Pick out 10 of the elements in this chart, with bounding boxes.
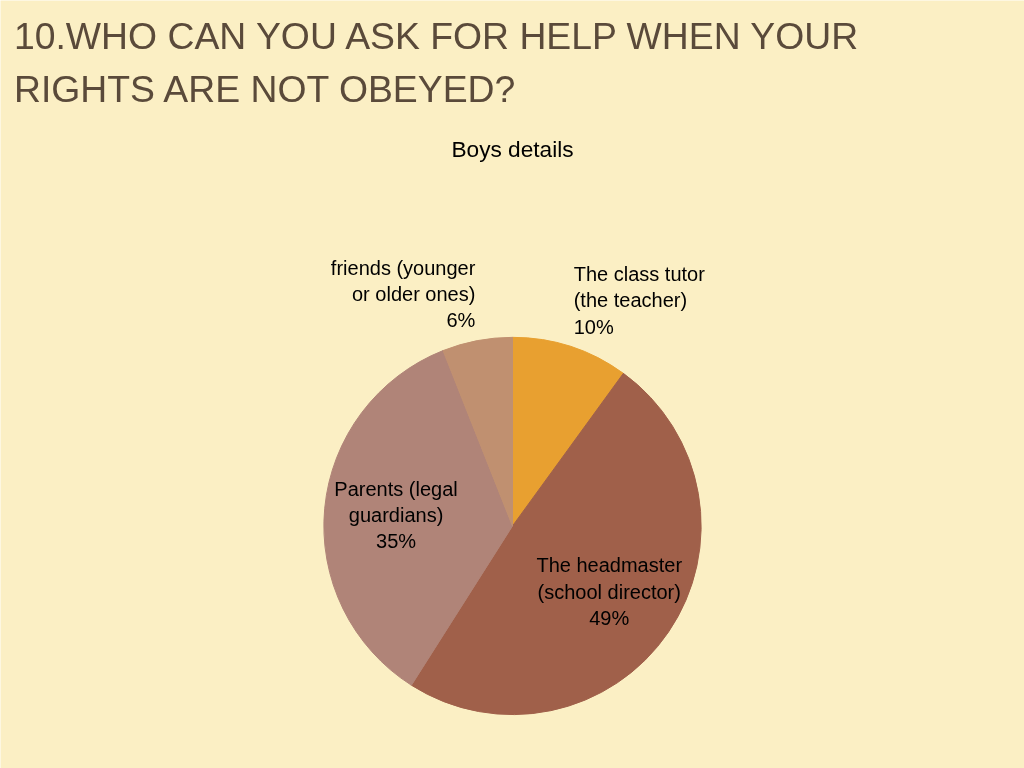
slice-label: friends (younger or older ones) [330, 256, 476, 306]
data-label: 6% [446, 309, 476, 332]
slice-label: Parents (legal guardians) [334, 477, 458, 526]
chart-subtitle: Boys details [451, 135, 574, 162]
data-label: 35% [376, 530, 417, 553]
slice-label: The class tutor (the teacher) [573, 262, 706, 312]
data-label: 49% [589, 607, 630, 630]
slice-label: The headmaster (school director) [536, 554, 683, 603]
data-label: 10% [573, 315, 614, 338]
chart-title: 10.WHO CAN YOU ASK FOR HELP WHEN YOUR RIGHTS ARE NOT OBEYED? [13, 14, 859, 111]
